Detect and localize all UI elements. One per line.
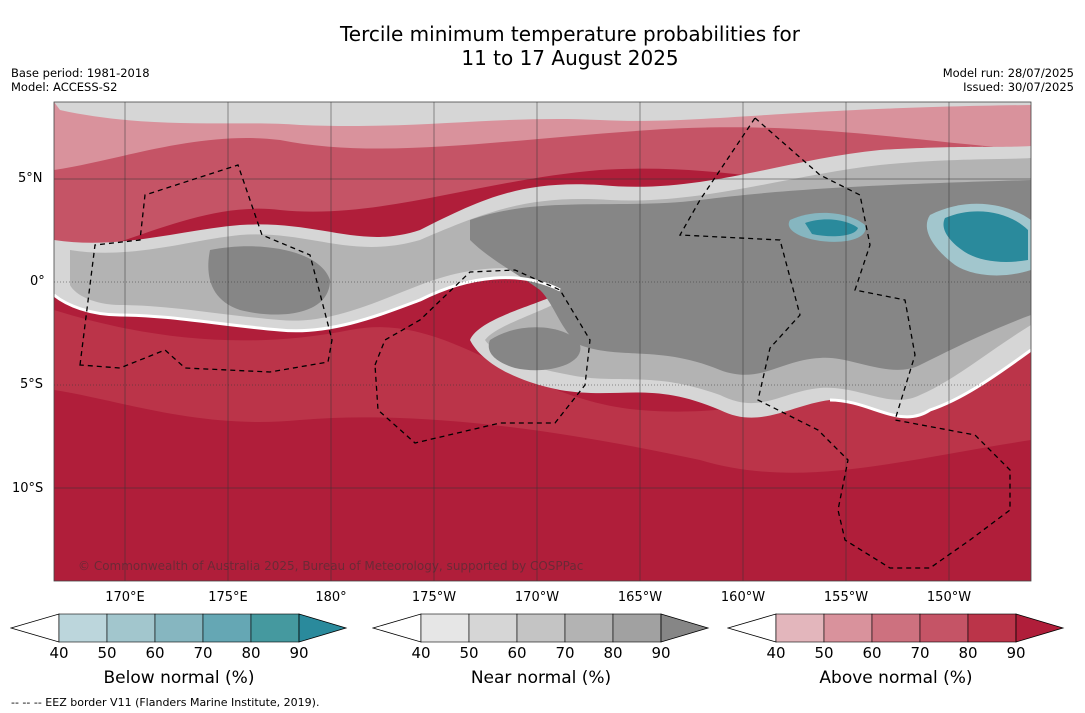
colorbar-above-normal: [727, 613, 1065, 643]
below-normal-blob-1-core: [805, 219, 858, 237]
title-line-1: Tercile minimum temperature probabilitie…: [339, 22, 801, 46]
tick: 90: [1006, 644, 1026, 662]
lon-label-165w: 165°W: [617, 590, 663, 605]
eez-footnote: -- -- -- EEZ border V11 (Flanders Marine…: [11, 696, 320, 709]
lat-label-5s: 5°S: [20, 377, 44, 392]
tick: 60: [862, 644, 882, 662]
eez-borders: [79, 117, 1011, 569]
lon-label-170e: 170°E: [105, 590, 145, 605]
lon-label-155w: 155°W: [823, 590, 869, 605]
above-band-south: [54, 310, 1031, 473]
contour-line-1: [54, 276, 561, 333]
tick: 60: [507, 644, 527, 662]
base-period-text: Base period: 1981-2018: [11, 66, 150, 80]
tick: 70: [555, 644, 575, 662]
tick: 80: [241, 644, 261, 662]
colorbar-segment: [919, 613, 969, 643]
colorbar-above-title: Above normal (%): [819, 668, 973, 688]
map-frame: [53, 101, 1032, 582]
colorbar-extend-high: [1015, 613, 1065, 643]
lon-label-175e: 175°E: [208, 590, 248, 605]
near-normal-high-south: [488, 327, 581, 371]
lon-label-170w: 170°W: [514, 590, 560, 605]
colorbar-segment: [823, 613, 873, 643]
lat-label-5n: 5°N: [18, 171, 43, 186]
tick: 50: [97, 644, 117, 662]
lon-label-160w: 160°W: [720, 590, 766, 605]
tick: 90: [289, 644, 309, 662]
below-normal-blob-2-core: [943, 211, 1028, 262]
lon-label-180: 180°: [315, 590, 347, 605]
tick: 50: [814, 644, 834, 662]
colorbar-segment: [58, 613, 108, 643]
tick: 50: [459, 644, 479, 662]
tick: 40: [766, 644, 786, 662]
lon-label-150w: 150°W: [926, 590, 972, 605]
lat-label-0: 0°: [30, 274, 45, 289]
near-band-top: [54, 102, 1031, 127]
colorbar-extend-low: [727, 613, 777, 643]
colorbar-near-normal: [372, 613, 710, 643]
graticule: [54, 102, 1031, 581]
probability-map: [53, 101, 1032, 582]
colorbar-extend-high: [298, 613, 348, 643]
colorbar-segment: [106, 613, 156, 643]
tick: 90: [651, 644, 671, 662]
model-text: Model: ACCESS-S2: [11, 80, 118, 94]
copyright-text: © Commonwealth of Australia 2025, Bureau…: [78, 559, 584, 573]
meta-left: Base period: 1981-2018 Model: ACCESS-S2: [11, 66, 150, 94]
colorbar-segment: [202, 613, 252, 643]
colorbar-below-title: Below normal (%): [103, 668, 255, 688]
colorbar-segment: [250, 613, 300, 643]
tick: 80: [958, 644, 978, 662]
colorbar-segment: [775, 613, 825, 643]
tick: 80: [603, 644, 623, 662]
meta-right: Model run: 28/07/2025 Issued: 30/07/2025: [943, 66, 1074, 94]
title-line-2: 11 to 17 August 2025: [461, 46, 679, 70]
colorbar-segment: [420, 613, 470, 643]
issued-text: Issued: 30/07/2025: [963, 80, 1074, 94]
lon-label-175w: 175°W: [411, 590, 457, 605]
colorbar-extend-low: [372, 613, 422, 643]
lat-label-10s: 10°S: [12, 481, 44, 496]
colorbar-extend-high: [660, 613, 710, 643]
colorbar-segment: [871, 613, 921, 643]
colorbar-segment: [612, 613, 662, 643]
colorbar-near-title: Near normal (%): [470, 668, 612, 688]
colorbar-below-normal: [10, 613, 348, 643]
model-run-text: Model run: 28/07/2025: [942, 66, 1074, 80]
colorbar-segment: [967, 613, 1017, 643]
colorbar-segment: [154, 613, 204, 643]
tick: 70: [910, 644, 930, 662]
tick: 40: [411, 644, 431, 662]
colorbar-segment: [468, 613, 518, 643]
colorbar-segment: [564, 613, 614, 643]
contour-line-2: [829, 348, 1031, 419]
tick: 60: [145, 644, 165, 662]
tick: 70: [193, 644, 213, 662]
colorbar-extend-low: [10, 613, 60, 643]
map-title: Tercile minimum temperature probabilitie…: [0, 22, 1085, 70]
colorbar-segment: [516, 613, 566, 643]
tick: 40: [49, 644, 69, 662]
